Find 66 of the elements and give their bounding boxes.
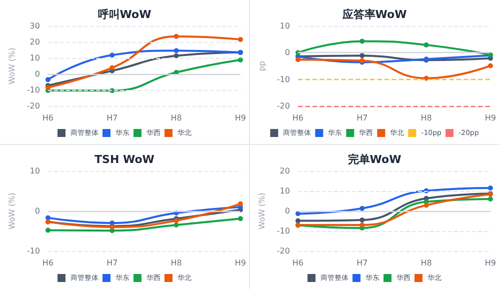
x-tick-label: H7 <box>106 114 118 122</box>
y-tick-label: 0 <box>284 206 290 216</box>
x-tick-label: H8 <box>420 114 432 122</box>
y-tick-label: -10 <box>276 74 290 84</box>
point <box>424 42 429 48</box>
point <box>174 34 179 39</box>
y-axis-title: WoW (%) <box>8 48 16 84</box>
point <box>488 63 493 68</box>
y-axis-title: WoW (%) <box>8 192 16 230</box>
chart-title: 呼叫WoW <box>98 8 152 21</box>
x-tick-label: H8 <box>170 258 182 268</box>
point <box>238 36 243 42</box>
y-tick-label: 0 <box>284 48 290 58</box>
point <box>360 53 365 58</box>
point <box>174 48 179 54</box>
y-tick-label: -20 <box>276 246 290 256</box>
point <box>488 186 493 190</box>
y-tick-label: -20 <box>276 102 290 110</box>
point <box>238 57 243 62</box>
chart-title: 完单WoW <box>348 153 402 166</box>
x-tick-label: H6 <box>292 258 304 268</box>
point <box>488 196 493 202</box>
point <box>238 201 243 206</box>
y-tick-label: 0 <box>34 206 40 216</box>
y-tick-label: 30 <box>30 22 40 30</box>
point <box>295 211 300 216</box>
point <box>110 65 115 70</box>
x-tick-label: H8 <box>420 258 432 268</box>
point <box>360 206 365 211</box>
x-tick-label: H7 <box>106 258 118 268</box>
x-tick-label: H8 <box>170 114 182 122</box>
x-tick-label: H9 <box>484 258 496 268</box>
point <box>360 222 365 228</box>
point <box>360 38 365 44</box>
y-tick-label: 10 <box>280 22 290 30</box>
x-tick-label: H9 <box>484 114 496 122</box>
y-tick-label: 0 <box>34 70 40 78</box>
y-tick-label: -10 <box>276 226 290 236</box>
y-tick-label: 10 <box>280 186 290 196</box>
point <box>424 202 429 208</box>
y-tick-label: 10 <box>30 166 40 176</box>
x-tick-label: H6 <box>292 114 304 122</box>
point <box>174 53 179 58</box>
point <box>174 222 179 228</box>
x-tick-label: H7 <box>356 114 368 122</box>
y-tick-label: -10 <box>26 246 40 256</box>
y-axis-title: WoW (%) <box>258 192 266 230</box>
point <box>238 216 243 222</box>
y-tick-label: -20 <box>26 102 40 110</box>
point <box>110 52 115 58</box>
chart-title: TSH WoW <box>94 153 154 166</box>
x-tick-label: H9 <box>234 258 246 268</box>
chart-title: 应答率WoW <box>341 8 407 21</box>
point <box>45 228 50 233</box>
x-tick-label: H9 <box>234 114 246 122</box>
x-tick-label: H7 <box>356 258 368 268</box>
x-tick-label: H6 <box>42 258 54 268</box>
y-tick-label: 20 <box>30 38 40 46</box>
y-tick-label: -10 <box>26 86 40 94</box>
x-tick-label: H6 <box>42 114 54 122</box>
y-axis-title: pp <box>258 60 266 72</box>
point <box>360 218 365 222</box>
point <box>45 77 50 82</box>
y-tick-label: 10 <box>30 54 40 62</box>
y-tick-label: 20 <box>280 166 290 176</box>
point <box>295 57 300 62</box>
